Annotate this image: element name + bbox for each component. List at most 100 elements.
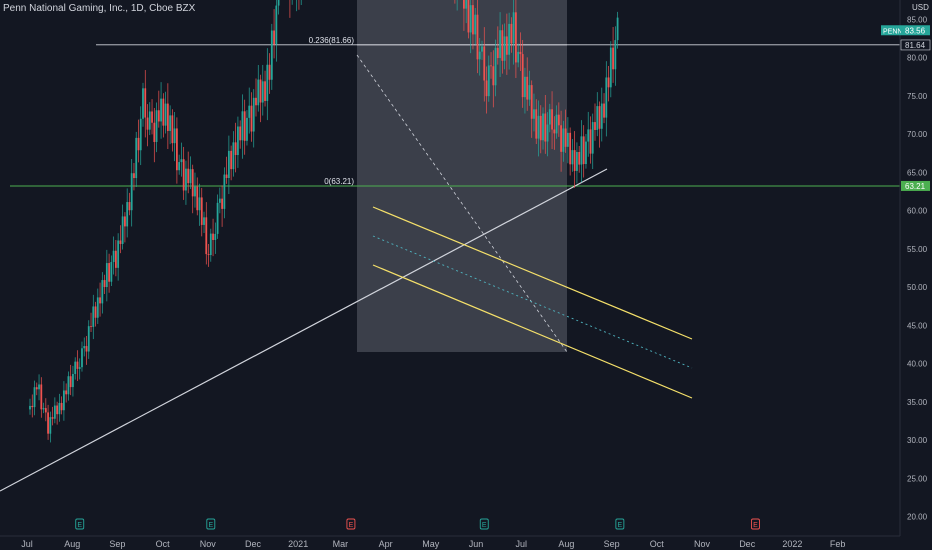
candle-body bbox=[487, 65, 490, 97]
candle-body bbox=[151, 111, 153, 123]
candle-body bbox=[234, 142, 237, 156]
y-tick-label: 60.00 bbox=[907, 207, 928, 216]
fib-level-label: 0.236(81.66) bbox=[309, 36, 355, 45]
candle-body bbox=[560, 125, 562, 152]
candle-body bbox=[557, 114, 560, 126]
candle-body bbox=[517, 51, 520, 63]
candle-body bbox=[472, 5, 474, 35]
candle-body bbox=[496, 47, 499, 59]
candle-body bbox=[553, 129, 556, 134]
candle-body bbox=[612, 47, 614, 70]
candle-body bbox=[119, 240, 122, 244]
candle-body bbox=[530, 85, 533, 119]
price-tag: 81.64 bbox=[905, 41, 926, 50]
candle-body bbox=[72, 373, 74, 388]
candle-body bbox=[548, 109, 551, 125]
x-tick-label: Jun bbox=[469, 539, 484, 549]
candle-body bbox=[566, 132, 569, 147]
candle-body bbox=[69, 376, 72, 388]
candle-body bbox=[33, 387, 36, 408]
candle-body bbox=[223, 174, 226, 209]
candle-body bbox=[94, 306, 97, 318]
candle-body bbox=[108, 263, 110, 282]
axis-unit-label: USD bbox=[912, 3, 929, 12]
x-tick-label: 2021 bbox=[288, 539, 308, 549]
candle-body bbox=[255, 97, 257, 106]
y-tick-label: 45.00 bbox=[907, 321, 928, 330]
candle-body bbox=[81, 348, 83, 368]
candle-body bbox=[56, 405, 59, 415]
candle-body bbox=[112, 250, 115, 263]
candle-body bbox=[469, 5, 472, 33]
y-tick-label: 75.00 bbox=[907, 92, 928, 101]
candle-body bbox=[83, 346, 86, 349]
fib-level-label: 0(63.21) bbox=[324, 177, 354, 186]
candle-body bbox=[605, 77, 608, 118]
price-tag-bg bbox=[900, 39, 931, 51]
candle-body bbox=[180, 159, 183, 163]
candle-body bbox=[74, 361, 77, 374]
candle-body bbox=[246, 117, 248, 141]
candle-body bbox=[157, 110, 160, 122]
candle-body bbox=[596, 106, 599, 130]
candle-body bbox=[594, 122, 596, 130]
earnings-marker-icon bbox=[206, 518, 216, 530]
y-tick-label: 85.00 bbox=[907, 15, 928, 24]
price-tag-bg bbox=[901, 25, 930, 36]
candle-body bbox=[505, 36, 508, 55]
candle-body bbox=[515, 12, 517, 63]
candle-body bbox=[544, 113, 547, 142]
candle-body bbox=[29, 405, 31, 410]
candle-body bbox=[221, 198, 223, 209]
candle-body bbox=[227, 150, 230, 178]
candle-body bbox=[481, 46, 483, 52]
candle-body bbox=[519, 51, 522, 55]
candle-body bbox=[42, 408, 45, 410]
candle-body bbox=[133, 173, 135, 179]
price-tag-bg bbox=[901, 180, 930, 191]
candle-body bbox=[135, 137, 138, 179]
candle-body bbox=[600, 103, 603, 129]
x-tick-label: Jul bbox=[21, 539, 33, 549]
candle-body bbox=[76, 361, 79, 369]
candle-body bbox=[524, 76, 526, 98]
candle-body bbox=[58, 402, 61, 415]
candle-body bbox=[67, 376, 70, 395]
x-tick-label: Dec bbox=[739, 539, 756, 549]
candle-body bbox=[539, 115, 542, 141]
candle-body bbox=[537, 115, 540, 139]
candle-body bbox=[146, 117, 149, 130]
candle-body bbox=[110, 262, 113, 282]
candle-body bbox=[252, 97, 255, 132]
earnings-marker-icon bbox=[479, 518, 489, 530]
candle-body bbox=[51, 417, 54, 419]
candle-body bbox=[198, 197, 201, 211]
y-tick-label: 20.00 bbox=[907, 513, 928, 522]
earnings-marker-letter: E bbox=[753, 522, 758, 529]
candle-body bbox=[512, 12, 515, 44]
candle-body bbox=[49, 417, 52, 434]
candle-body bbox=[521, 54, 524, 98]
price-tag: 83.56 bbox=[905, 26, 926, 35]
earnings-marker-icon bbox=[75, 518, 85, 530]
candle-body bbox=[273, 30, 275, 45]
candle-body bbox=[264, 81, 266, 101]
candle-body bbox=[508, 23, 511, 55]
channel-upper bbox=[372, 206, 693, 340]
candle-body bbox=[603, 103, 605, 118]
candle-body bbox=[609, 47, 612, 88]
x-tick-label: Aug bbox=[64, 539, 80, 549]
candle-body bbox=[105, 263, 108, 288]
candle-body bbox=[494, 47, 497, 86]
candle-body bbox=[121, 216, 124, 244]
candle-body bbox=[47, 412, 49, 434]
candle-body bbox=[216, 202, 219, 234]
candle-body bbox=[114, 250, 117, 268]
x-tick-label: Sep bbox=[604, 539, 620, 549]
candle-body bbox=[126, 202, 129, 227]
candle-body bbox=[117, 240, 120, 268]
candle-body bbox=[191, 169, 194, 197]
candle-body bbox=[38, 384, 40, 390]
